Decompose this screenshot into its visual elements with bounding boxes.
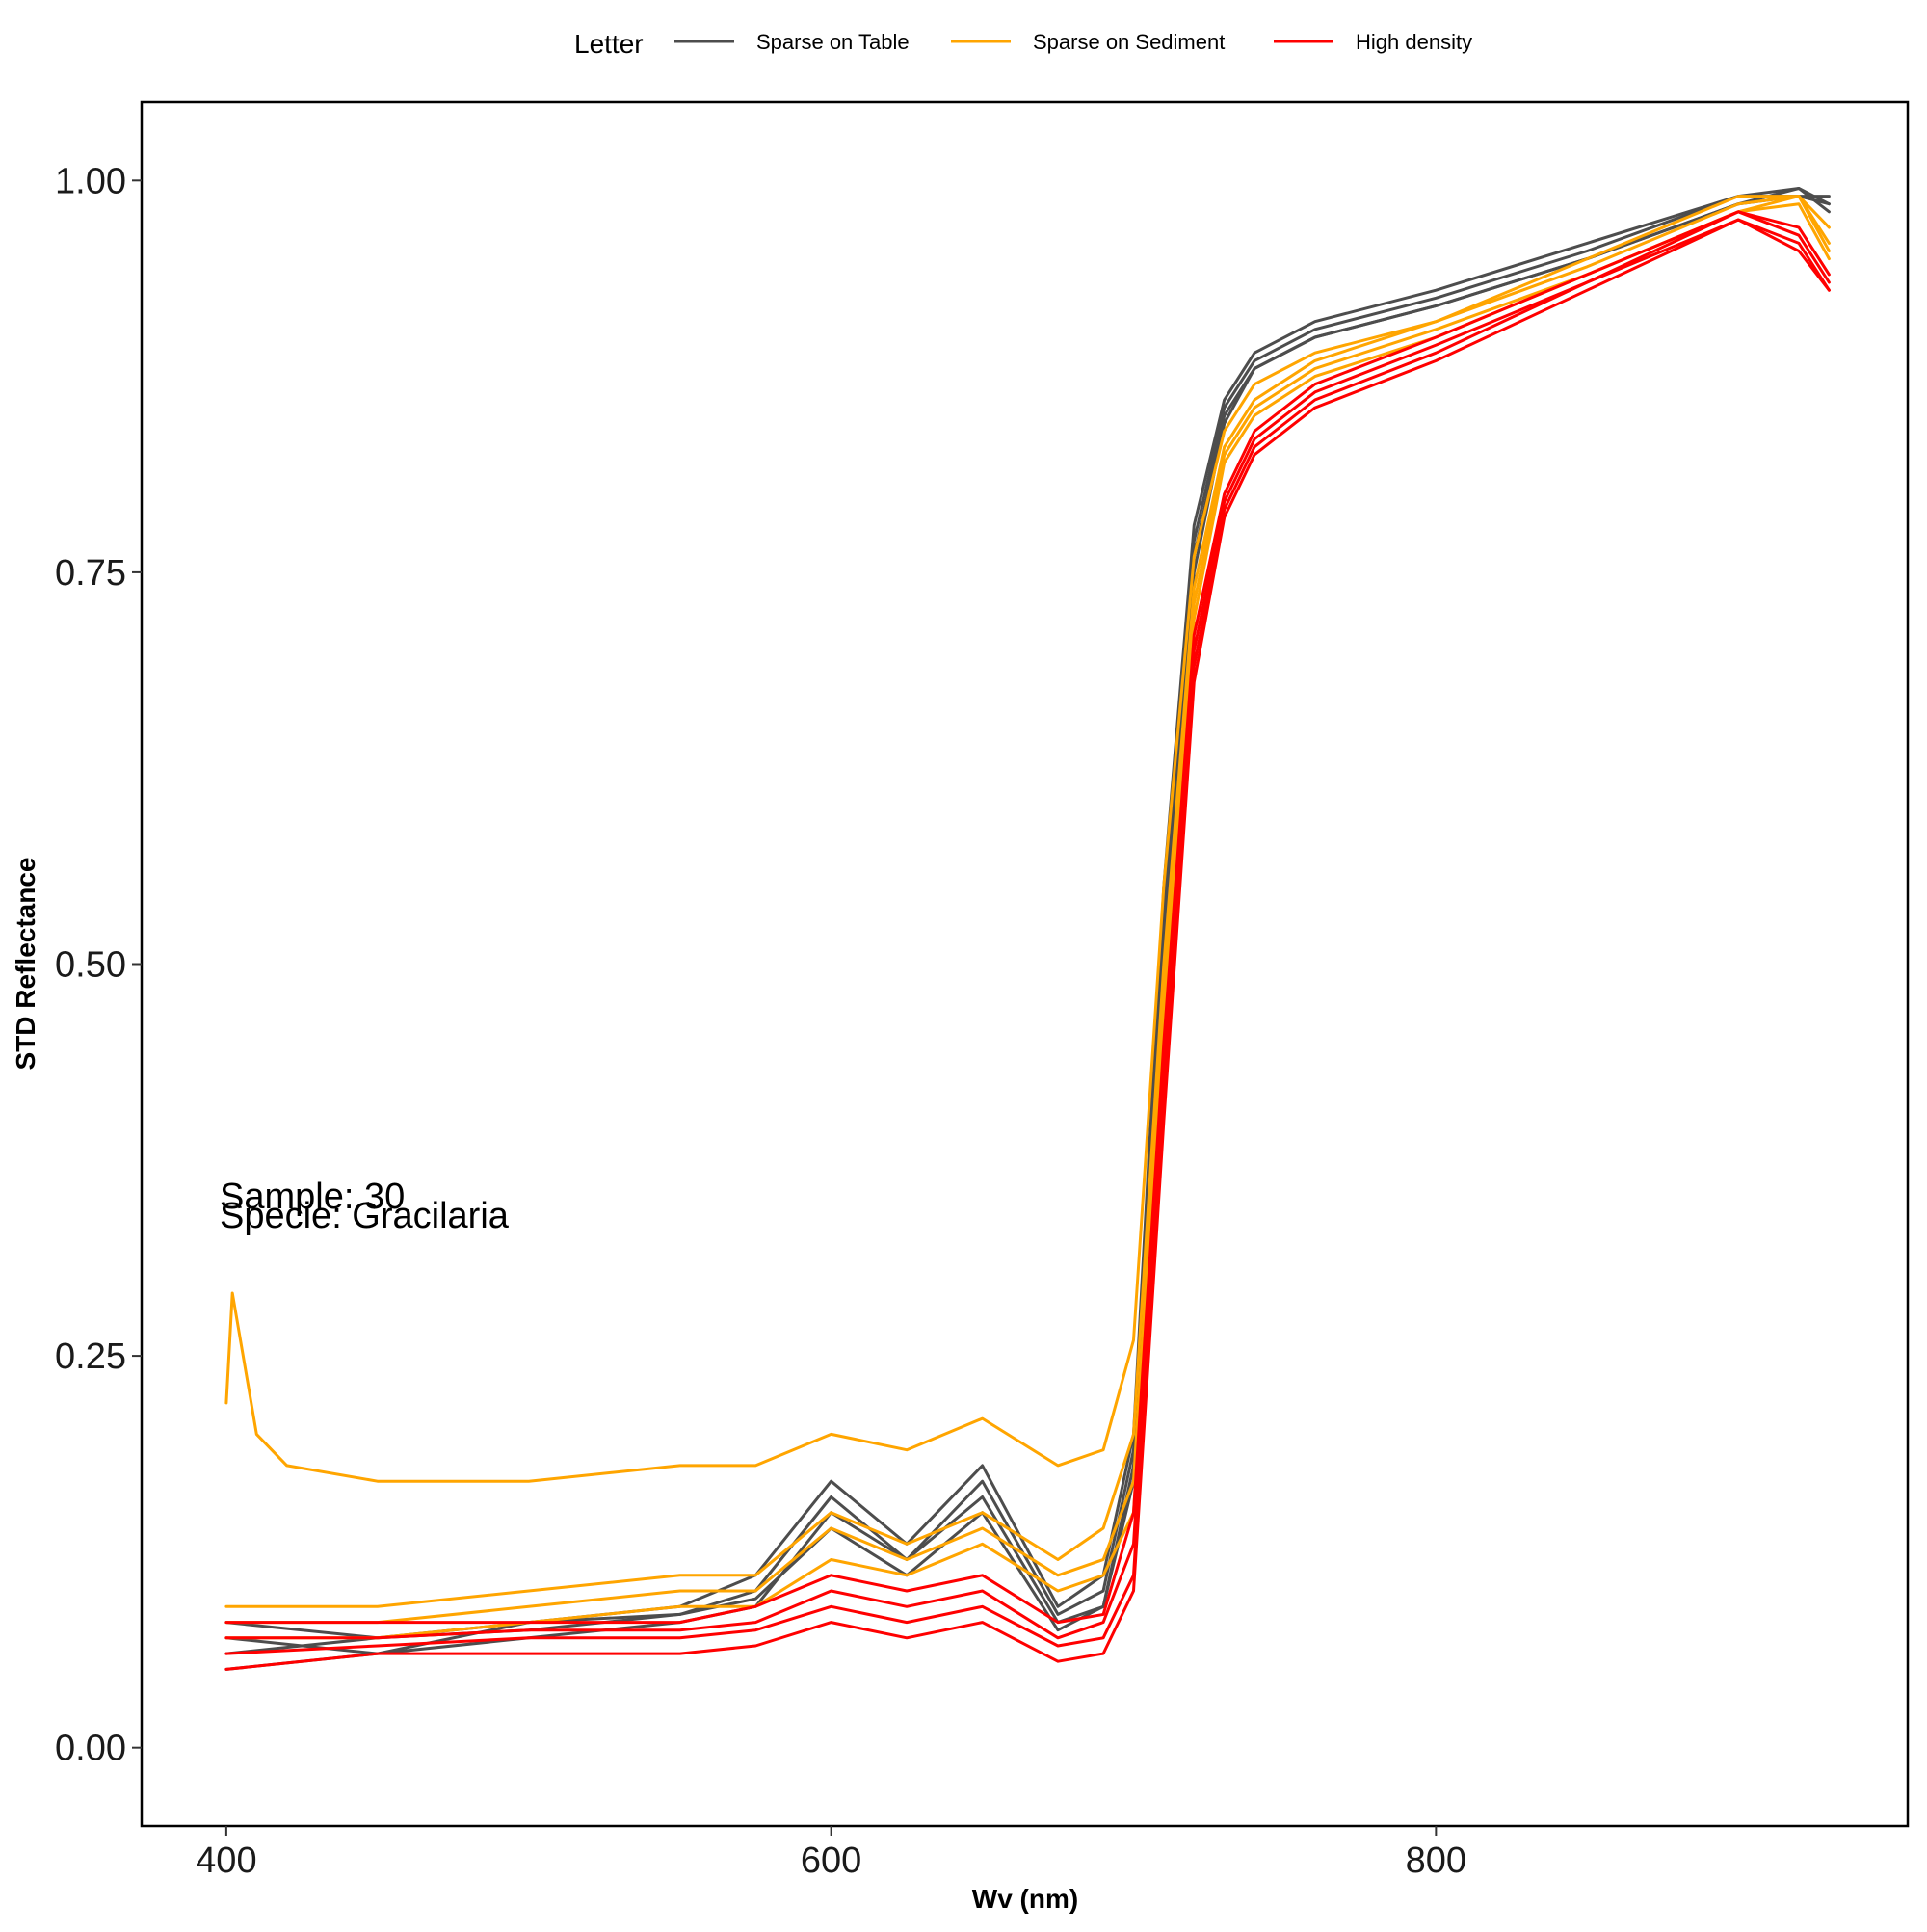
y-tick-label: 1.00 [55,161,126,201]
series-line-8 [224,210,1831,1625]
series-line-0 [224,195,1831,1655]
legend-label: Sparse on Sediment [1033,30,1225,54]
legend: Letter Sparse on Table Sparse on Sediment… [574,29,1472,59]
y-axis: 0.00 0.25 0.50 0.75 1.00 [55,161,142,1769]
series-line-5 [224,195,1831,1608]
legend-entries: Sparse on Table Sparse on Sediment High de… [674,30,1472,54]
y-axis-title: STD Reflectance [11,858,40,1071]
legend-title: Letter [574,29,644,59]
series-line-3 [224,187,1831,1640]
y-tick-label: 0.00 [55,1729,126,1769]
x-tick-label: 800 [1406,1840,1466,1881]
series-line-10 [224,218,1831,1655]
legend-label: Sparse on Table [756,30,910,54]
x-tick-label: 400 [196,1840,256,1881]
series-line-6 [224,195,1831,1625]
series-line-1 [224,187,1831,1655]
series-line-7 [224,202,1831,1640]
series-line-9 [224,210,1831,1640]
x-tick-label: 600 [801,1840,861,1881]
series-layer [224,187,1831,1671]
annotation-specie: Specie: Gracilaria [220,1196,510,1236]
y-tick-label: 0.50 [55,945,126,986]
x-axis: 400 600 800 [196,1826,1466,1881]
series-line-11 [224,218,1831,1671]
legend-label: High density [1356,30,1472,54]
y-tick-label: 0.75 [55,553,126,594]
x-axis-title: Wv (nm) [972,1884,1078,1914]
annotation-sample: Sample: 30 [220,1177,405,1217]
series-line-4 [224,195,1831,1483]
y-tick-label: 0.25 [55,1337,126,1377]
